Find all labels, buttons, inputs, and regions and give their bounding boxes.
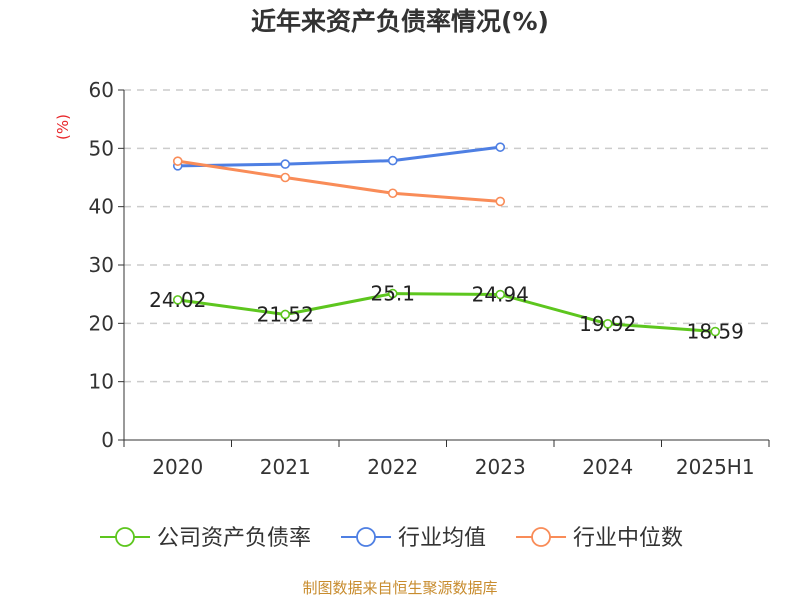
- legend-swatch-marker: [531, 527, 551, 547]
- legend-label: 公司资产负债率: [157, 526, 311, 551]
- data-label: 24.94: [472, 283, 529, 307]
- y-tick-label: 30: [89, 253, 114, 277]
- y-tick-label: 0: [101, 428, 114, 452]
- legend-label: 行业均值: [398, 526, 486, 551]
- data-point: [387, 188, 398, 199]
- x-tick-label: 2025H1: [676, 455, 755, 479]
- data-labels: 24.02 21.52 25.1 24.94 19.92 18.59: [149, 282, 744, 344]
- y-tick-label: 10: [89, 370, 114, 394]
- x-tick-label: 2023: [475, 455, 526, 479]
- data-point: [280, 172, 291, 183]
- series-line-0: [177, 292, 716, 334]
- y-tick-label: 60: [89, 78, 114, 102]
- y-tick-label: 50: [89, 136, 114, 160]
- axes: 0 10 20 30 40 50 60 2020 2021 2022 2023 2024 2025H1 (…: [54, 78, 770, 479]
- y-axis-label: (%): [54, 114, 72, 140]
- data-label: 21.52: [257, 302, 314, 326]
- legend-swatch-marker: [356, 527, 376, 547]
- data-point: [602, 318, 613, 329]
- legend-label: 行业中位数: [573, 526, 683, 551]
- y-tick-label: 20: [89, 311, 114, 335]
- x-tick-label: 2021: [260, 455, 311, 479]
- data-label: 25.1: [370, 282, 415, 306]
- chart-title: 近年来资产负债率情况(%): [251, 7, 549, 36]
- gridlines: [124, 89, 769, 383]
- data-point: [387, 155, 398, 166]
- data-point: [172, 156, 183, 166]
- data-label: 24.02: [149, 288, 206, 312]
- data-point: [387, 288, 398, 299]
- series-line-2: [177, 159, 501, 203]
- x-tick-label: 2020: [152, 455, 203, 479]
- data-point: [280, 309, 291, 320]
- data-point: [495, 142, 506, 152]
- data-label: 18.59: [687, 320, 744, 344]
- series-line-1: [177, 145, 501, 168]
- data-label: 19.92: [579, 312, 636, 336]
- x-tick-label: 2022: [367, 455, 418, 479]
- data-point: [495, 289, 506, 300]
- y-tick-label: 40: [89, 195, 114, 219]
- data-point: [495, 196, 506, 207]
- data-point: [172, 295, 183, 305]
- data-point: [280, 159, 291, 169]
- data-point: [710, 326, 721, 337]
- legend: 公司资产负债率 行业均值 行业中位数: [100, 526, 683, 551]
- x-tick-label: 2024: [582, 455, 633, 479]
- legend-swatch-marker: [115, 527, 135, 547]
- series-lines: [172, 142, 721, 337]
- source-note: 制图数据来自恒生聚源数据库: [302, 579, 498, 597]
